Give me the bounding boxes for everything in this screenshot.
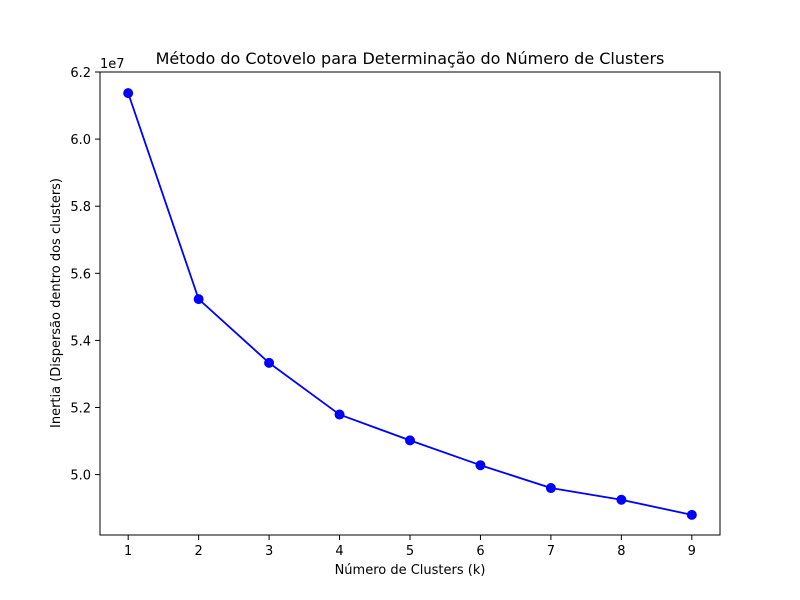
x-tick-label: 2 [194, 544, 202, 559]
chart-title: Método do Cotovelo para Determinação do … [156, 49, 665, 68]
y-tick-label: 5.2 [70, 402, 91, 417]
x-tick-label: 7 [547, 544, 555, 559]
y-tick-label: 5.6 [70, 267, 91, 282]
y-tick-label: 5.8 [70, 200, 91, 215]
data-point [405, 435, 415, 446]
data-point [616, 494, 627, 505]
data-point [686, 509, 697, 520]
y-tick-label: 6.2 [70, 66, 91, 81]
y-tick-label: 6.0 [70, 133, 91, 148]
y-axis-offset-label: 1e7 [100, 57, 125, 72]
data-point [193, 294, 204, 305]
plot-frame [99, 71, 721, 536]
x-tick-label: 4 [335, 544, 343, 559]
x-tick-label: 1 [124, 544, 132, 559]
y-tick-label: 5.0 [70, 469, 91, 484]
data-point [123, 88, 134, 99]
data-point [545, 483, 556, 494]
data-point [264, 357, 275, 368]
x-tick-label: 3 [265, 544, 273, 559]
plot-area: 1 2 3 4 5 6 7 8 9 5.0 5.2 5.4 5.6 5.8 6.0 6.2 [70, 66, 697, 559]
data-point [475, 460, 486, 471]
x-axis-label: Número de Clusters (k) [335, 563, 486, 578]
data-point [334, 409, 345, 420]
x-tick-label: 6 [476, 544, 484, 559]
y-tick-label: 5.4 [70, 334, 91, 349]
y-axis-label: Inertia (Dispersão dentro dos clusters) [49, 178, 64, 428]
x-tick-label: 8 [617, 544, 625, 559]
x-tick-label: 9 [688, 544, 696, 559]
x-tick-label: 5 [406, 544, 414, 559]
